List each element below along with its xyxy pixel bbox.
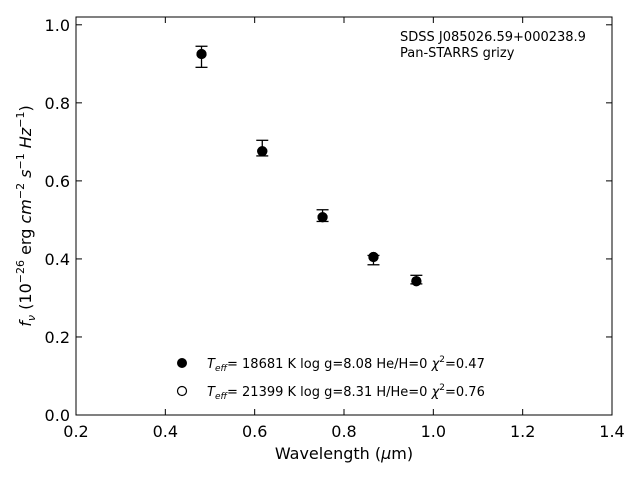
x-tick-label: 1.4 (599, 422, 624, 441)
y-tick-label: 0.0 (45, 406, 70, 425)
x-tick-label: 0.4 (153, 422, 178, 441)
model-point-open (411, 276, 422, 287)
x-tick-label: 0.6 (242, 422, 267, 441)
y-tick-label: 0.8 (45, 94, 70, 113)
y-tick-label: 0.2 (45, 328, 70, 347)
y-tick-label: 0.4 (45, 250, 70, 269)
legend: Teff= 18681 K log g=8.08 He/H=0 χ2=0.47 … (176, 355, 485, 402)
y-axis-title: fν (10−26 erg cm−2 s−1 Hz−1) (14, 105, 38, 326)
axis-ticks: 0.2 0.4 0.6 0.8 1.0 1.2 1.40.00.20.40.60.81.0 (45, 16, 625, 441)
x-tick-label: 0.8 (331, 422, 356, 441)
legend-marker-open (176, 385, 188, 397)
legend-label-model-1: Teff= 18681 K log g=8.08 He/H=0 χ2=0.47 (207, 355, 485, 374)
x-axis-title: Wavelength (μm) (275, 444, 413, 463)
y-tick-label: 0.6 (45, 172, 70, 191)
x-tick-label: 1.2 (510, 422, 535, 441)
model-point-open (317, 212, 328, 223)
x-tick-label: 0.2 (63, 422, 88, 441)
data-markers (196, 48, 422, 287)
plot-frame (75, 16, 613, 416)
annotation-survey: Pan-STARRS grizy (400, 46, 515, 61)
legend-label-model-2: Teff= 21399 K log g=8.31 H/He=0 χ2=0.76 (207, 383, 485, 402)
model-point-open (196, 48, 207, 60)
error-bars (195, 45, 423, 285)
annotation-object-name: SDSS J085026.59+000238.9 (400, 30, 586, 45)
legend-marker-filled (177, 358, 187, 368)
model-point-open (368, 251, 379, 263)
y-tick-label: 1.0 (45, 16, 70, 35)
model-point-open (257, 146, 268, 157)
x-tick-label: 1.0 (421, 422, 446, 441)
